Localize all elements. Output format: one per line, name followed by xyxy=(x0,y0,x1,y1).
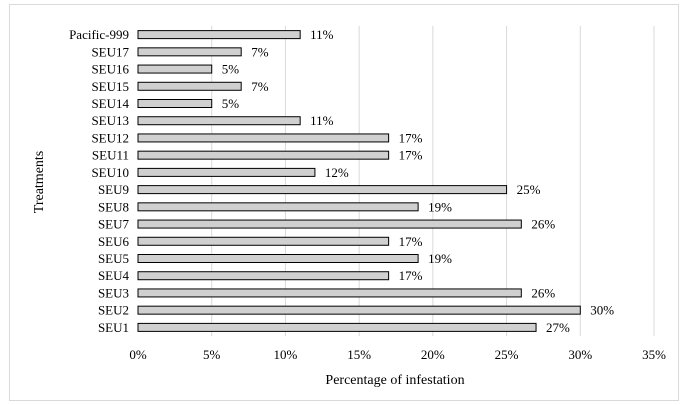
y-category-label: SEU11 xyxy=(92,148,129,163)
data-label: 17% xyxy=(399,148,423,163)
y-category-label: SEU14 xyxy=(91,96,129,111)
y-category-label: SEU6 xyxy=(98,234,130,249)
bar xyxy=(137,271,390,281)
bar xyxy=(137,202,419,212)
bar xyxy=(137,99,213,108)
y-category-label: SEU4 xyxy=(98,268,130,283)
data-label: 7% xyxy=(251,79,269,94)
y-category-label: SEU12 xyxy=(91,130,129,145)
bar xyxy=(137,219,522,229)
bar xyxy=(137,150,390,160)
bar xyxy=(137,322,537,332)
x-tick-label: 5% xyxy=(203,347,221,362)
y-category-label: SEU13 xyxy=(91,113,129,128)
data-label: 5% xyxy=(222,62,240,77)
y-axis-title: Treatments xyxy=(32,151,47,213)
data-label: 12% xyxy=(325,165,349,180)
bar xyxy=(137,30,301,40)
y-category-label: SEU15 xyxy=(91,79,129,94)
y-category-label: SEU10 xyxy=(91,165,129,180)
y-category-label: SEU8 xyxy=(98,199,129,214)
bar xyxy=(137,64,213,74)
data-label: 7% xyxy=(251,44,269,59)
y-category-label: SEU7 xyxy=(98,217,130,232)
y-category-label: Pacific-999 xyxy=(69,27,129,42)
data-label: 19% xyxy=(428,251,452,266)
data-label: 19% xyxy=(428,199,452,214)
bar xyxy=(137,167,316,177)
x-tick-label: 35% xyxy=(642,347,666,362)
bar xyxy=(137,288,522,298)
data-label: 17% xyxy=(399,268,423,283)
y-category-label: SEU17 xyxy=(91,44,129,59)
bar xyxy=(137,47,242,57)
x-tick-label: 20% xyxy=(421,347,445,362)
x-axis-title: Percentage of infestation xyxy=(325,373,464,388)
data-label: 11% xyxy=(310,113,334,128)
bar xyxy=(137,254,419,263)
y-category-label: SEU1 xyxy=(98,320,129,335)
gridlines xyxy=(211,26,655,336)
bar xyxy=(137,185,508,195)
bar xyxy=(137,116,301,126)
x-tick-label: 0% xyxy=(129,347,147,362)
x-tick-label: 30% xyxy=(568,347,592,362)
bar xyxy=(137,133,390,143)
x-tick-label: 10% xyxy=(274,347,298,362)
data-label: 17% xyxy=(399,234,423,249)
x-tick-label: 25% xyxy=(495,347,519,362)
bar xyxy=(137,236,390,246)
bar xyxy=(137,305,581,315)
y-category-label: SEU16 xyxy=(91,62,129,77)
data-label: 5% xyxy=(222,96,240,111)
data-label: 26% xyxy=(531,217,555,232)
bars xyxy=(137,30,581,332)
y-category-label: SEU9 xyxy=(98,182,129,197)
data-label: 26% xyxy=(531,285,555,300)
data-label: 27% xyxy=(546,320,570,335)
bar xyxy=(137,81,242,91)
data-label: 17% xyxy=(399,130,423,145)
data-label: 11% xyxy=(310,27,334,42)
data-label: 25% xyxy=(517,182,541,197)
data-label: 30% xyxy=(590,303,614,318)
y-category-label: SEU2 xyxy=(98,303,129,318)
x-tick-label: 15% xyxy=(347,347,371,362)
y-category-label: SEU5 xyxy=(98,251,129,266)
labels: 0% 5% 10% 15% 20% 25% 30% 35%SEU1 27%SEU2 30%SEU3… xyxy=(69,27,666,362)
y-category-label: SEU3 xyxy=(98,285,129,300)
